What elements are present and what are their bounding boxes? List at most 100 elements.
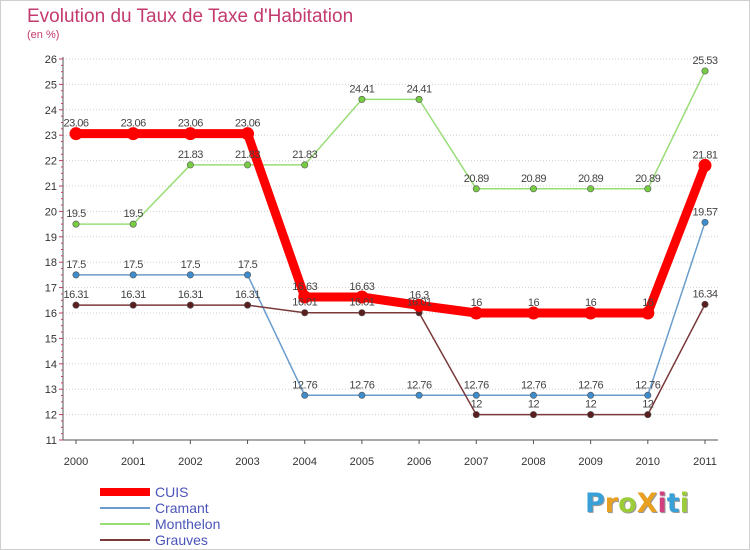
data-point [529, 185, 537, 193]
data-point [587, 391, 595, 399]
data-label: 16 [642, 297, 654, 309]
x-tick-label: 2003 [235, 456, 259, 468]
data-point [69, 127, 83, 141]
legend-item-monthelon: Monthelon [100, 516, 300, 532]
data-label: 17.5 [123, 259, 143, 271]
y-tick-label: 17 [45, 283, 57, 295]
data-point [301, 309, 309, 317]
legend-item-cuis: CUIS [100, 484, 300, 500]
data-point [529, 391, 537, 399]
x-tick-label: 2006 [407, 456, 431, 468]
legend-swatch [100, 539, 150, 541]
y-tick-label: 22 [45, 156, 57, 168]
data-label: 24.41 [407, 83, 432, 95]
data-label: 16.31 [235, 289, 260, 301]
series-line-cramant [75, 221, 706, 397]
data-label: 16.01 [349, 297, 374, 309]
data-label: 23.06 [178, 118, 203, 130]
data-label: 16 [585, 297, 597, 309]
data-label: 24.41 [349, 83, 374, 95]
data-point [641, 306, 655, 320]
legend-label: Cramant [155, 500, 209, 516]
data-label: 21.83 [235, 149, 260, 161]
data-label: 23.06 [235, 118, 260, 130]
y-tick-label: 26 [45, 54, 57, 66]
y-tick-label: 13 [45, 384, 57, 396]
y-tick-label: 18 [45, 257, 57, 269]
y-tick-label: 15 [45, 333, 57, 345]
x-tick-label: 2011 [693, 456, 717, 468]
series-line-grauves [75, 303, 706, 416]
x-tick-label: 2009 [578, 456, 602, 468]
data-point [644, 391, 652, 399]
legend: CUIS Cramant Monthelon Grauves [100, 484, 300, 548]
data-label: 16.31 [121, 289, 146, 301]
data-point [129, 271, 137, 279]
data-point [701, 67, 709, 75]
chart-title: Evolution du Taux de Taxe d'Habitation [27, 6, 354, 27]
data-label: 16.3 [409, 289, 429, 301]
x-tick-label: 2001 [121, 456, 145, 468]
data-label: 20.89 [578, 173, 603, 185]
data-label: 17.5 [238, 259, 258, 271]
y-tick-label: 21 [45, 181, 57, 193]
y-tick-label: 20 [45, 206, 57, 218]
data-point [644, 185, 652, 193]
data-label: 16.34 [692, 288, 717, 300]
data-point [298, 290, 312, 304]
legend-swatch [100, 488, 150, 496]
data-point [244, 301, 252, 309]
legend-swatch [100, 523, 150, 525]
data-point [644, 411, 652, 419]
legend-item-cramant: Cramant [100, 500, 300, 516]
data-point [186, 161, 194, 169]
data-label: 16.01 [292, 297, 317, 309]
data-label: 12.76 [407, 379, 432, 391]
data-label: 21.81 [692, 149, 717, 161]
data-label: 23.06 [63, 118, 88, 130]
data-label: 12 [642, 399, 654, 411]
data-point [584, 306, 598, 320]
data-label: 20.89 [521, 173, 546, 185]
data-point [241, 127, 255, 141]
y-tick-label: 14 [45, 359, 57, 371]
data-label: 21.83 [292, 149, 317, 161]
chart-subtitle: (en %) [27, 29, 60, 41]
data-label: 21.83 [178, 149, 203, 161]
data-label: 12.76 [349, 379, 374, 391]
data-label: 12.76 [521, 379, 546, 391]
data-label: 12 [528, 399, 540, 411]
data-point [701, 218, 709, 226]
data-label: 19.57 [692, 206, 717, 218]
data-point [701, 300, 709, 308]
data-point [244, 271, 252, 279]
data-label: 12.76 [292, 379, 317, 391]
data-label: 23.06 [121, 118, 146, 130]
y-tick-label: 24 [45, 105, 57, 117]
proxiti-logo: ProXiti [585, 488, 689, 519]
data-point [186, 301, 194, 309]
data-point [129, 301, 137, 309]
legend-label: Grauves [155, 532, 208, 548]
data-point [469, 306, 483, 320]
y-tick-label: 11 [46, 435, 57, 447]
legend-label: Monthelon [155, 516, 221, 532]
data-point [587, 185, 595, 193]
data-point [529, 411, 537, 419]
legend-item-grauves: Grauves [100, 532, 300, 548]
data-label: 17.5 [181, 259, 201, 271]
data-label: 19.5 [66, 208, 86, 220]
data-point [412, 298, 426, 312]
y-tick-label: 23 [45, 130, 57, 142]
y-tick-label: 25 [45, 79, 57, 91]
data-label: 16.01 [407, 297, 432, 309]
y-tick-label: 19 [45, 232, 57, 244]
x-tick-label: 2000 [64, 456, 88, 468]
data-point [358, 309, 366, 317]
data-point [472, 411, 480, 419]
data-label: 12 [585, 399, 597, 411]
x-tick-label: 2008 [521, 456, 545, 468]
data-label: 20.89 [635, 173, 660, 185]
data-point [472, 185, 480, 193]
data-point [587, 411, 595, 419]
